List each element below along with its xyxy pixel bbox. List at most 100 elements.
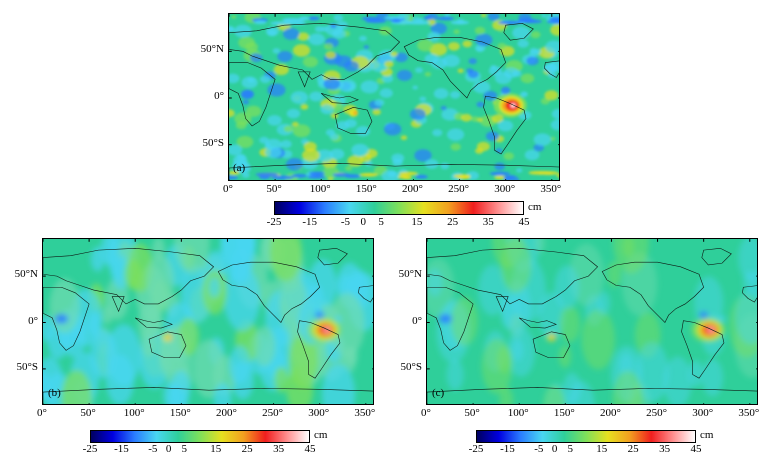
coastline xyxy=(504,23,534,40)
y-tick-label: 50°N xyxy=(14,268,38,281)
map-panel-a xyxy=(228,13,560,181)
x-tick-label: 200° xyxy=(215,407,237,419)
coastline xyxy=(298,72,310,87)
colorbar-tick-label: -5 xyxy=(534,443,544,455)
colorbar-tick-label: 25 xyxy=(627,443,639,455)
x-tick-label: 150° xyxy=(553,407,575,419)
coastline xyxy=(427,285,758,350)
colorbar-tick-label: 25 xyxy=(241,443,253,455)
panel-a: (a) cm -25 -15 -5 0 5 15 25 35 45 0° 50° 100° 150° 2… xyxy=(200,13,562,231)
colorbar-tick-label: 5 xyxy=(181,443,188,455)
x-tick-label: 100° xyxy=(309,183,331,195)
y-tick-label: 0° xyxy=(28,314,38,327)
panel-b: (b) cm -25 -15 -5 0 5 15 25 35 45 0° 50° 100° 150° 2… xyxy=(0,232,386,464)
coastline xyxy=(229,61,560,126)
panel-label-a: (a) xyxy=(233,162,246,174)
x-tick-label: 50° xyxy=(464,407,480,419)
colorbar-tick-label: 35 xyxy=(659,443,671,455)
coastline xyxy=(682,321,724,379)
coastline xyxy=(43,387,374,405)
y-tick-label: 50°S xyxy=(202,136,224,149)
coastline xyxy=(318,248,348,265)
x-tick-label: 150° xyxy=(169,407,191,419)
coastline xyxy=(43,285,374,350)
colorbar-tick-label: 15 xyxy=(596,443,608,455)
x-tick-label: 300° xyxy=(308,407,330,419)
colorbar-c: cm -25 -15 -5 0 5 15 25 35 45 xyxy=(469,429,756,460)
colorbar-tick-label: 25 xyxy=(447,216,459,228)
coastline xyxy=(218,262,319,322)
x-tick-label: 50° xyxy=(80,407,96,419)
colorbar-tick-label: -15 xyxy=(302,216,318,228)
map-panel-c xyxy=(426,238,758,405)
coastline xyxy=(533,332,570,358)
colorbar-gradient xyxy=(274,201,524,215)
coastline xyxy=(427,248,598,304)
x-tick-label: 150° xyxy=(355,183,377,195)
x-tick-label: 250° xyxy=(262,407,283,419)
y-tick-label: 50°N xyxy=(398,268,422,281)
x-tick-label: 200° xyxy=(599,407,621,419)
coastline xyxy=(335,107,372,133)
colorbar-tick-label: 15 xyxy=(411,216,423,228)
coastline xyxy=(229,163,560,181)
coastline xyxy=(298,321,340,379)
colorbar-tick-label: 45 xyxy=(690,443,702,455)
coastline xyxy=(702,248,732,265)
coastline xyxy=(43,248,214,304)
y-tick-label: 50°S xyxy=(16,360,38,373)
coastline xyxy=(149,332,186,358)
coastline xyxy=(404,37,505,98)
x-tick-label: 0° xyxy=(37,407,47,419)
coastline xyxy=(519,318,556,328)
coastline xyxy=(484,96,526,154)
panel-c: (c) cm -25 -15 -5 0 5 15 25 35 45 0° 50° 100° 150° 2… xyxy=(386,232,772,464)
colorbar-tick-label: 45 xyxy=(518,216,530,228)
coastline xyxy=(135,318,172,328)
x-tick-label: 350° xyxy=(738,407,760,419)
colorbar-tick-label: 35 xyxy=(482,216,494,228)
x-tick-label: 350° xyxy=(354,407,376,419)
colorbar-tick-label: 5 xyxy=(567,443,574,455)
coastline xyxy=(229,23,400,79)
colorbar-tick-label: -5 xyxy=(148,443,158,455)
colorbar-tick-label: -5 xyxy=(340,216,351,228)
colorbar-a: cm -25 -15 -5 0 5 15 25 35 45 xyxy=(267,201,554,231)
y-tick-label: 50°N xyxy=(200,43,224,56)
map-panel-b xyxy=(42,238,374,405)
x-tick-label: 50° xyxy=(266,183,282,195)
colorbar-tick-label: -15 xyxy=(114,443,129,455)
coastline xyxy=(602,262,703,322)
x-tick-label: 350° xyxy=(540,183,562,195)
x-tick-label: 300° xyxy=(692,407,714,419)
y-tick-label: 50°S xyxy=(400,360,422,373)
coastline xyxy=(321,93,358,103)
colorbar-tick-label: 5 xyxy=(378,216,384,228)
colorbar-tick-label: -25 xyxy=(82,443,98,455)
colorbar-unit: cm xyxy=(700,429,714,441)
colorbar-unit: cm xyxy=(314,429,328,441)
colorbar-tick-label: -25 xyxy=(468,443,484,455)
x-tick-label: 250° xyxy=(448,183,469,195)
colorbar-tick-label: -25 xyxy=(266,216,282,228)
colorbar-unit: cm xyxy=(528,201,542,213)
x-tick-label: 200° xyxy=(401,183,423,195)
x-tick-label: 250° xyxy=(646,407,667,419)
x-tick-label: 300° xyxy=(494,183,516,195)
x-tick-label: 100° xyxy=(123,407,145,419)
panel-label-b: (b) xyxy=(48,387,61,399)
colorbar-gradient xyxy=(90,430,310,443)
x-tick-label: 0° xyxy=(223,183,233,195)
x-tick-label: 0° xyxy=(421,407,431,419)
colorbar-tick-label: 35 xyxy=(273,443,285,455)
colorbar-b: cm -25 -15 -5 0 5 15 25 35 45 xyxy=(83,429,370,460)
colorbar-gradient xyxy=(476,430,696,443)
panel-label-c: (c) xyxy=(432,387,445,399)
x-tick-label: 100° xyxy=(507,407,529,419)
y-tick-label: 0° xyxy=(412,314,422,327)
y-tick-label: 0° xyxy=(214,90,224,102)
colorbar-tick-label: 0 xyxy=(360,216,367,228)
coastline xyxy=(496,297,508,312)
colorbar-tick-label: 45 xyxy=(304,443,316,455)
colorbar-tick-label: 0 xyxy=(165,443,172,455)
